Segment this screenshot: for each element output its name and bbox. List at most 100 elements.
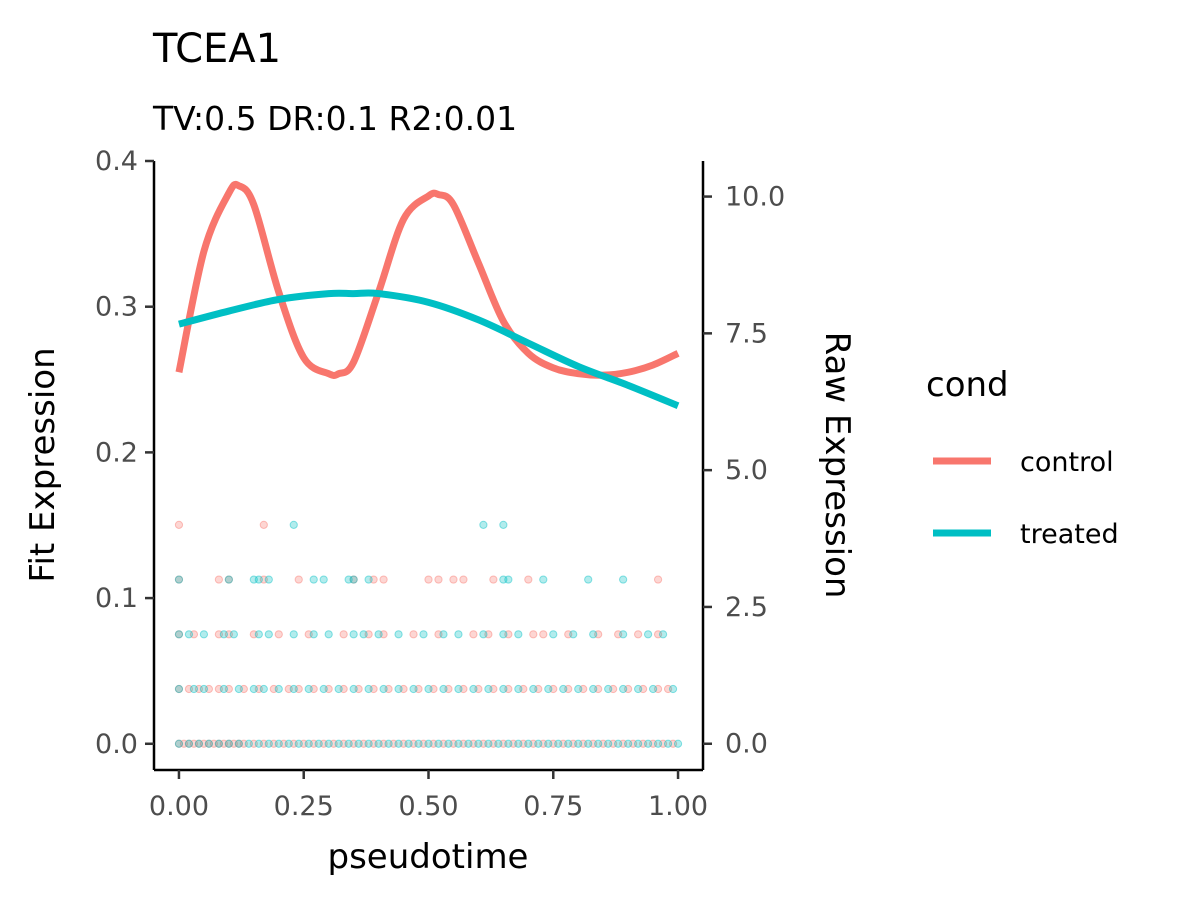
- data-point-control: [459, 739, 468, 748]
- data-point-treated: [439, 684, 448, 694]
- data-point-control: [259, 739, 268, 748]
- x-tick-label: 1.00: [648, 791, 708, 822]
- data-point-control: [254, 684, 263, 694]
- data-point-treated: [514, 739, 523, 748]
- data-point-treated: [224, 575, 233, 584]
- chart-title: TCEA1: [152, 26, 281, 72]
- data-point-control: [324, 684, 333, 694]
- data-point-treated: [234, 684, 243, 694]
- data-point-treated: [229, 630, 238, 639]
- data-point-treated: [174, 630, 184, 639]
- data-point-control: [589, 739, 598, 748]
- data-point-treated: [324, 739, 333, 748]
- data-point-treated: [349, 575, 358, 584]
- data-point-control: [304, 630, 313, 639]
- data-point-control: [519, 684, 528, 694]
- data-point-treated: [234, 739, 243, 748]
- data-point-treated: [364, 739, 373, 748]
- data-point-control: [369, 684, 378, 694]
- left-y-axis-title: Fit Expression: [23, 347, 63, 582]
- data-point-treated: [499, 520, 508, 529]
- data-point-treated: [544, 684, 553, 694]
- data-point-control: [399, 739, 408, 748]
- data-point-treated: [314, 739, 323, 748]
- data-point-control: [259, 575, 268, 584]
- data-point-treated: [434, 739, 443, 748]
- data-point-control: [289, 739, 298, 748]
- y2-tick-label: 5.0: [725, 455, 768, 486]
- data-point-control: [174, 520, 184, 529]
- data-point-treated: [219, 684, 228, 694]
- data-point-control: [299, 739, 308, 748]
- data-point-treated: [174, 575, 184, 584]
- data-point-control: [663, 684, 673, 694]
- data-point-treated: [309, 575, 318, 584]
- data-point-treated: [544, 739, 553, 748]
- data-point-treated: [289, 520, 298, 529]
- x-tick-label: 0.50: [398, 791, 458, 822]
- data-point-treated: [199, 684, 209, 694]
- data-point-control: [639, 684, 648, 694]
- data-point-control: [658, 739, 668, 748]
- data-point-control: [224, 575, 233, 584]
- data-point-treated: [394, 739, 403, 748]
- data-point-control: [349, 739, 358, 748]
- data-point-control: [189, 630, 199, 639]
- data-point-treated: [349, 684, 358, 694]
- data-point-treated: [494, 739, 503, 748]
- data-point-control: [204, 684, 213, 694]
- data-point-control: [459, 575, 468, 584]
- data-point-treated: [554, 739, 563, 748]
- data-point-control: [668, 739, 678, 748]
- data-point-treated: [394, 630, 403, 639]
- left-y-axis-ticks: 0.0 0.1 0.2 0.3 0.4: [95, 146, 154, 760]
- data-point-treated: [479, 630, 488, 639]
- legend: cond control treated: [926, 365, 1119, 550]
- legend-label-control: control: [1020, 447, 1114, 478]
- data-point-treated: [189, 684, 199, 694]
- data-point-treated: [614, 739, 623, 748]
- data-point-control: [474, 684, 483, 694]
- chart-subtitle: TV:0.5 DR:0.1 R2:0.01: [152, 99, 517, 138]
- data-point-treated: [374, 630, 383, 639]
- data-point-treated: [504, 575, 513, 584]
- data-point-treated: [384, 739, 393, 748]
- y-tick-label: 0.3: [95, 292, 138, 323]
- y2-tick-label: 2.5: [725, 592, 768, 623]
- data-point-control: [539, 630, 548, 639]
- y2-tick-label: 7.5: [725, 318, 768, 349]
- data-point-control: [549, 684, 558, 694]
- data-point-control: [209, 739, 218, 748]
- x-tick-label: 0.25: [274, 791, 334, 822]
- data-point-treated: [294, 739, 303, 748]
- data-point-control: [639, 739, 648, 748]
- data-point-control: [653, 575, 663, 584]
- data-point-control: [269, 739, 278, 748]
- data-point-treated: [484, 739, 493, 748]
- data-point-treated: [514, 630, 523, 639]
- data-point-treated: [673, 739, 683, 748]
- data-point-control: [489, 739, 498, 748]
- right-y-axis-ticks: 0.0 2.5 5.0 7.5 10.0: [703, 182, 785, 760]
- data-point-treated: [259, 684, 268, 694]
- data-point-control: [609, 684, 618, 694]
- data-point-control: [354, 684, 363, 694]
- data-point-treated: [264, 630, 273, 639]
- data-point-treated: [379, 684, 388, 694]
- fit-line-treated: [178, 289, 680, 410]
- y2-tick-label: 10.0: [725, 182, 785, 213]
- data-point-treated: [424, 684, 433, 694]
- data-point-control: [294, 575, 303, 584]
- x-tick-label: 0.75: [523, 791, 583, 822]
- data-point-control: [434, 575, 443, 584]
- data-point-control: [459, 684, 468, 694]
- data-point-control: [429, 739, 438, 748]
- right-y-axis-title: Raw Expression: [817, 332, 857, 599]
- data-point-control: [239, 684, 248, 694]
- fit-line-control: [175, 180, 680, 379]
- data-point-control: [214, 575, 223, 584]
- data-point-treated: [364, 684, 373, 694]
- data-point-control: [414, 684, 423, 694]
- data-point-treated: [454, 630, 463, 639]
- data-point-treated: [514, 684, 523, 694]
